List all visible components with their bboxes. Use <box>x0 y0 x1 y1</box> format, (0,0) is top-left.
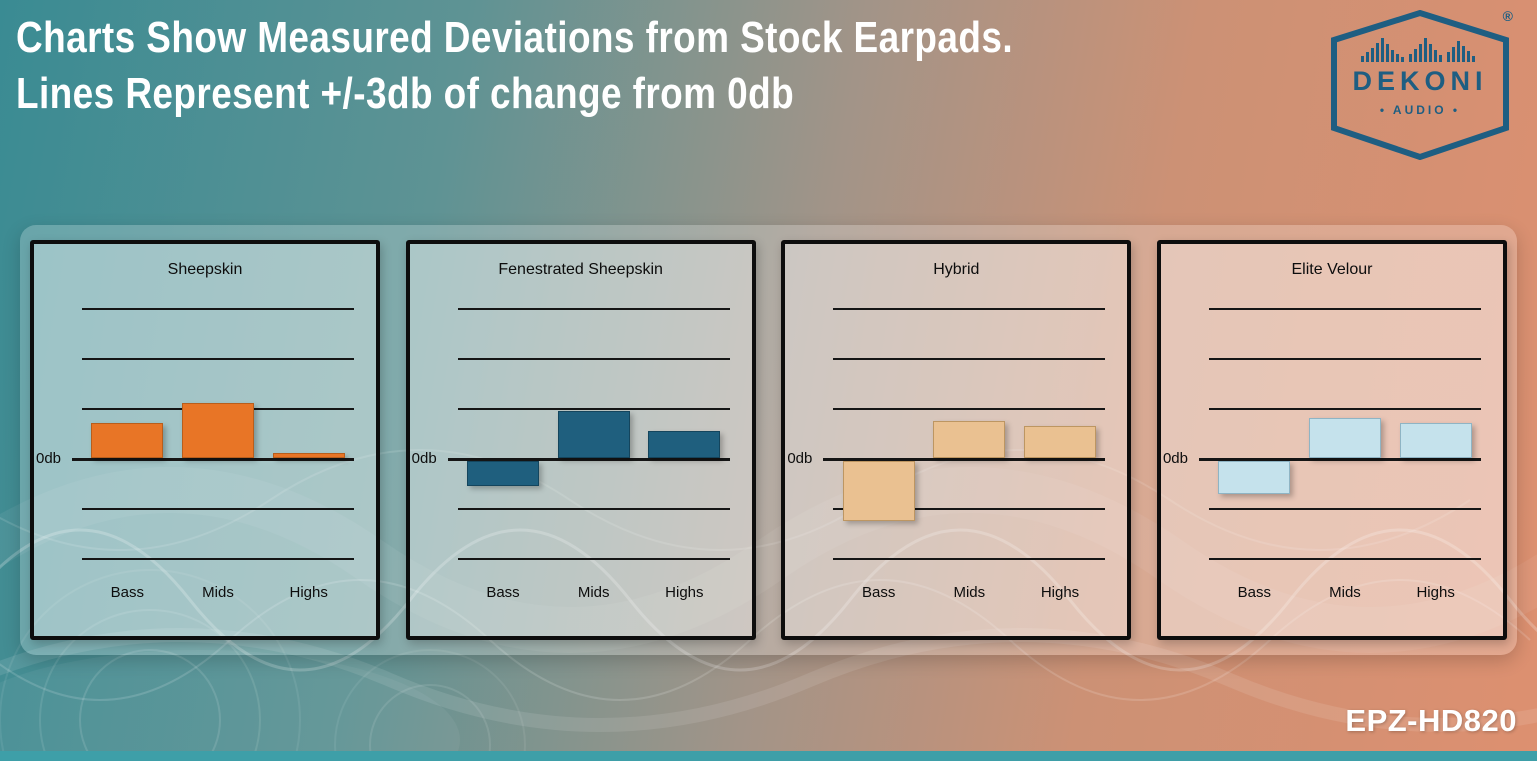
zero-db-label: 0db <box>1162 450 1188 467</box>
gridline <box>82 508 354 510</box>
bar-mids <box>933 420 1006 458</box>
zero-db-label: 0db <box>36 450 62 467</box>
gridline <box>1208 558 1481 560</box>
category-label: Highs <box>1040 584 1080 601</box>
model-number: EPZ-HD820 <box>1345 703 1517 738</box>
chart-card: Sheepskin 0db Bass Mids Highs <box>30 240 380 640</box>
gridline <box>833 308 1106 310</box>
gridline <box>833 508 1106 510</box>
bar-highs <box>1399 423 1472 458</box>
zero-line <box>447 458 730 461</box>
gridline <box>82 308 354 310</box>
category-label: Mids <box>577 584 610 601</box>
bar-mids <box>557 410 630 458</box>
bar-highs <box>1023 425 1096 458</box>
gridline <box>833 358 1106 360</box>
gridline <box>457 558 730 560</box>
category-label: Highs <box>665 584 704 601</box>
gridline <box>1208 508 1481 510</box>
page-title-line1: Charts Show Measured Deviations from Sto… <box>16 13 1014 62</box>
category-labels: Bass Mids Highs <box>82 584 354 601</box>
category-labels: Bass Mids Highs <box>1209 584 1481 601</box>
category-label: Bass <box>861 584 896 601</box>
gridline <box>82 558 354 560</box>
bar-mids <box>182 403 254 458</box>
bottom-accent-bar <box>0 751 1537 761</box>
gridline <box>833 558 1106 560</box>
category-label: Bass <box>110 584 145 601</box>
chart-card: Hybrid 0db Bass Mids Highs <box>781 240 1132 640</box>
dekoni-logo: ® <box>1329 8 1513 160</box>
bar-bass <box>842 461 915 521</box>
chart-title: Hybrid <box>933 261 980 278</box>
plot-area: 0db <box>1163 308 1481 560</box>
category-label: Highs <box>1416 584 1455 601</box>
page-title: Charts Show Measured Deviations from Sto… <box>16 10 1013 123</box>
bar-highs <box>648 430 721 458</box>
gridline <box>457 308 730 310</box>
gridline <box>82 358 354 360</box>
category-label: Mids <box>1329 584 1361 601</box>
category-label: Highs <box>289 584 328 601</box>
zero-line <box>823 458 1106 461</box>
hexagon-badge-icon <box>1331 10 1509 160</box>
zero-db-label: 0db <box>787 450 813 467</box>
category-labels: Bass Mids Highs <box>458 584 730 601</box>
page-title-line2: Lines Represent +/-3db of change from 0d… <box>16 69 795 119</box>
chart-card: Fenestrated Sheepskin 0db Bass Mids Highs <box>405 240 756 640</box>
chart-title: Sheepskin <box>167 261 243 278</box>
logo-sub-text: • AUDIO • <box>1379 103 1461 117</box>
bar-bass <box>466 461 539 486</box>
zero-line <box>72 458 354 461</box>
category-label: Bass <box>486 584 520 601</box>
logo-brand-text: DEKONI <box>1352 66 1488 96</box>
gridline <box>1208 408 1481 410</box>
bar-mids <box>1308 418 1381 458</box>
bar-highs <box>272 453 345 458</box>
category-labels: Bass Mids Highs <box>833 584 1105 601</box>
gridline <box>833 408 1106 410</box>
plot-area: 0db <box>36 308 354 560</box>
bar-bass <box>91 423 164 458</box>
category-label: Mids <box>953 584 986 601</box>
bar-bass <box>1218 461 1291 494</box>
equalizer-icon <box>1361 38 1475 62</box>
charts-panel: Sheepskin 0db Bass Mids Highs Fenestrated She… <box>20 225 1517 655</box>
registered-mark: ® <box>1502 8 1513 24</box>
chart-title: Fenestrated Sheepskin <box>498 261 663 278</box>
zero-db-label: 0db <box>411 450 437 467</box>
chart-card: Elite Velour 0db Bass Mids Highs <box>1156 240 1507 640</box>
gridline <box>1208 308 1481 310</box>
chart-title: Elite Velour <box>1291 261 1373 278</box>
plot-area: 0db <box>787 308 1106 560</box>
zero-line <box>1198 458 1481 461</box>
gridline <box>457 358 730 360</box>
category-label: Mids <box>202 584 234 601</box>
plot-area: 0db <box>412 308 730 560</box>
gridline <box>457 408 730 410</box>
category-label: Bass <box>1237 584 1271 601</box>
gridline <box>1208 358 1481 360</box>
gridline <box>457 508 730 510</box>
